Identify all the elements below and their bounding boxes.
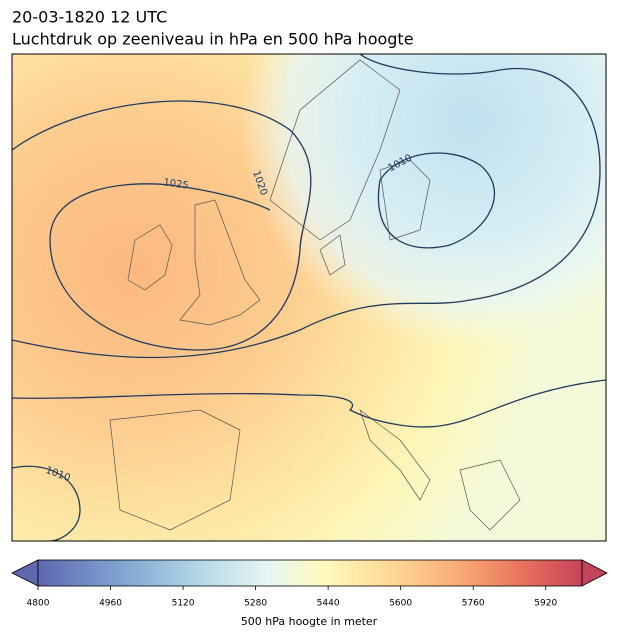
colorbar-tick-label: 5920 <box>534 599 557 609</box>
colorbar-tick-label: 5600 <box>389 599 412 609</box>
map-area: 1025 1020 1010 1010 <box>12 54 606 541</box>
colorbar-tick-label: 5120 <box>172 599 195 609</box>
colorbar-tick-label: 4800 <box>27 599 50 609</box>
colorbar-tick-label: 5440 <box>317 599 340 609</box>
contour-label: 1025 <box>163 177 190 191</box>
title: 20-03-1820 12 UTC <box>12 8 167 27</box>
subtitle: Luchtdruk op zeeniveau in hPa en 500 hPa… <box>12 30 414 49</box>
colorbar-tick-label: 5280 <box>244 599 267 609</box>
colorbar-tick-label: 5760 <box>462 599 485 609</box>
isobars <box>12 54 606 541</box>
coastlines <box>109 59 521 531</box>
map-frame <box>11 53 607 542</box>
colorbar-label: 500 hPa hoogte in meter <box>241 615 378 628</box>
colorbar-tick-label: 4960 <box>99 599 122 609</box>
colorbar <box>11 559 608 587</box>
